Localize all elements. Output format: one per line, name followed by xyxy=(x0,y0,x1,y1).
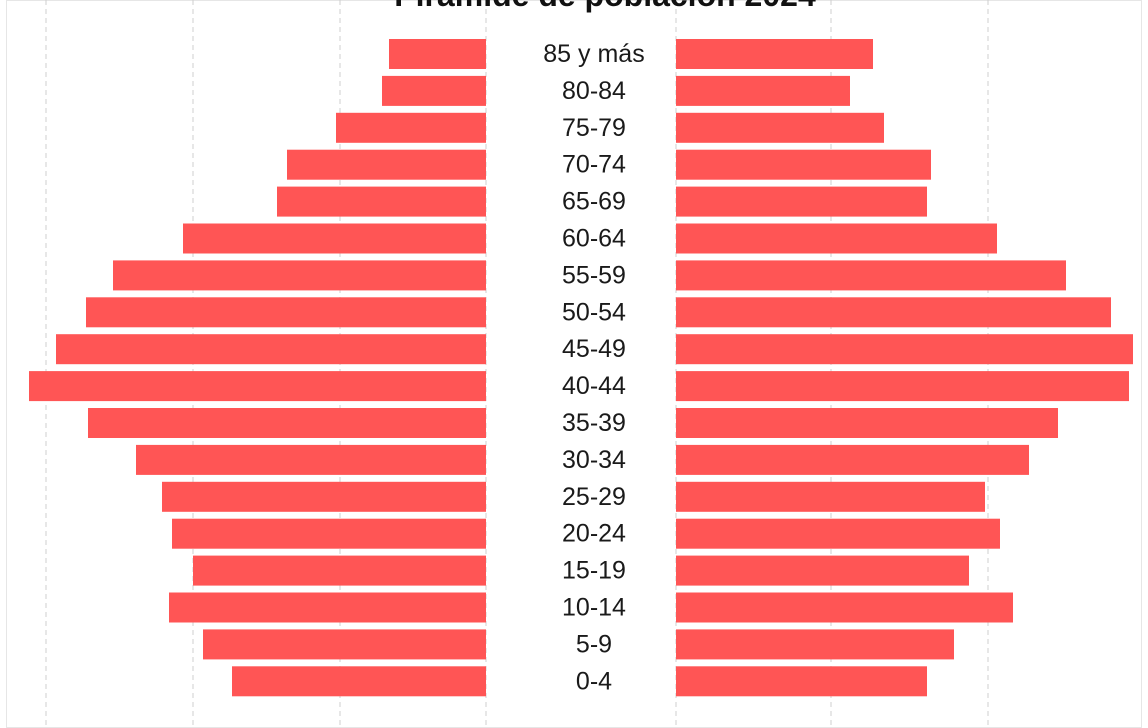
right-series-bars xyxy=(676,39,1133,697)
category-labels: 85 y más 80-84 75-79 70-74 65-69 60-64 55-59 50… xyxy=(543,40,644,695)
bar-left-9 xyxy=(29,371,486,402)
category-label-15: 10-14 xyxy=(562,594,626,622)
category-label-8: 45-49 xyxy=(562,335,626,363)
category-label-6: 55-59 xyxy=(562,261,626,289)
bar-left-1 xyxy=(382,75,486,106)
category-label-16: 5-9 xyxy=(576,630,612,658)
bar-left-3 xyxy=(287,149,486,180)
bar-right-6 xyxy=(676,260,1066,291)
category-label-1: 80-84 xyxy=(562,77,626,105)
bar-right-16 xyxy=(676,629,954,660)
bar-right-17 xyxy=(676,666,927,697)
bar-right-0 xyxy=(676,39,873,69)
category-label-4: 65-69 xyxy=(562,188,626,216)
bar-right-9 xyxy=(676,371,1129,402)
bar-right-12 xyxy=(676,481,985,512)
category-label-0: 85 y más xyxy=(543,40,644,68)
category-label-12: 25-29 xyxy=(562,483,626,511)
category-label-14: 15-19 xyxy=(562,557,626,585)
bar-right-8 xyxy=(676,334,1133,365)
bar-right-5 xyxy=(676,223,997,254)
bar-left-17 xyxy=(232,666,486,697)
bar-left-7 xyxy=(86,297,486,328)
bar-right-4 xyxy=(676,186,927,217)
bar-left-6 xyxy=(113,260,486,291)
category-label-10: 35-39 xyxy=(562,409,626,437)
bar-left-13 xyxy=(172,518,486,549)
bar-right-3 xyxy=(676,149,931,180)
bar-left-2 xyxy=(336,112,486,143)
bar-left-10 xyxy=(88,408,486,438)
bar-right-14 xyxy=(676,555,969,586)
bar-left-12 xyxy=(162,481,486,512)
bar-right-7 xyxy=(676,297,1111,328)
category-label-9: 40-44 xyxy=(562,372,626,400)
bar-right-10 xyxy=(676,408,1058,438)
category-label-5: 60-64 xyxy=(562,225,626,253)
bar-left-15 xyxy=(169,592,486,623)
bar-right-11 xyxy=(676,444,1029,475)
bar-left-14 xyxy=(193,555,486,586)
category-label-3: 70-74 xyxy=(562,151,626,179)
category-label-2: 75-79 xyxy=(562,114,626,142)
category-label-13: 20-24 xyxy=(562,520,626,548)
left-series-bars xyxy=(29,39,486,697)
bar-right-13 xyxy=(676,518,1000,549)
bar-left-16 xyxy=(203,629,486,660)
category-label-17: 0-4 xyxy=(576,667,612,695)
bar-left-5 xyxy=(183,223,486,254)
bar-right-2 xyxy=(676,112,884,143)
bar-left-4 xyxy=(277,186,486,217)
bar-left-11 xyxy=(136,444,486,475)
category-label-11: 30-34 xyxy=(562,446,626,474)
bar-left-0 xyxy=(389,39,486,69)
bar-left-8 xyxy=(56,334,486,365)
category-label-7: 50-54 xyxy=(562,298,626,326)
chart-title: Pirámide de población 2024 xyxy=(394,0,816,13)
bar-right-15 xyxy=(676,592,1013,623)
bar-right-1 xyxy=(676,75,850,106)
